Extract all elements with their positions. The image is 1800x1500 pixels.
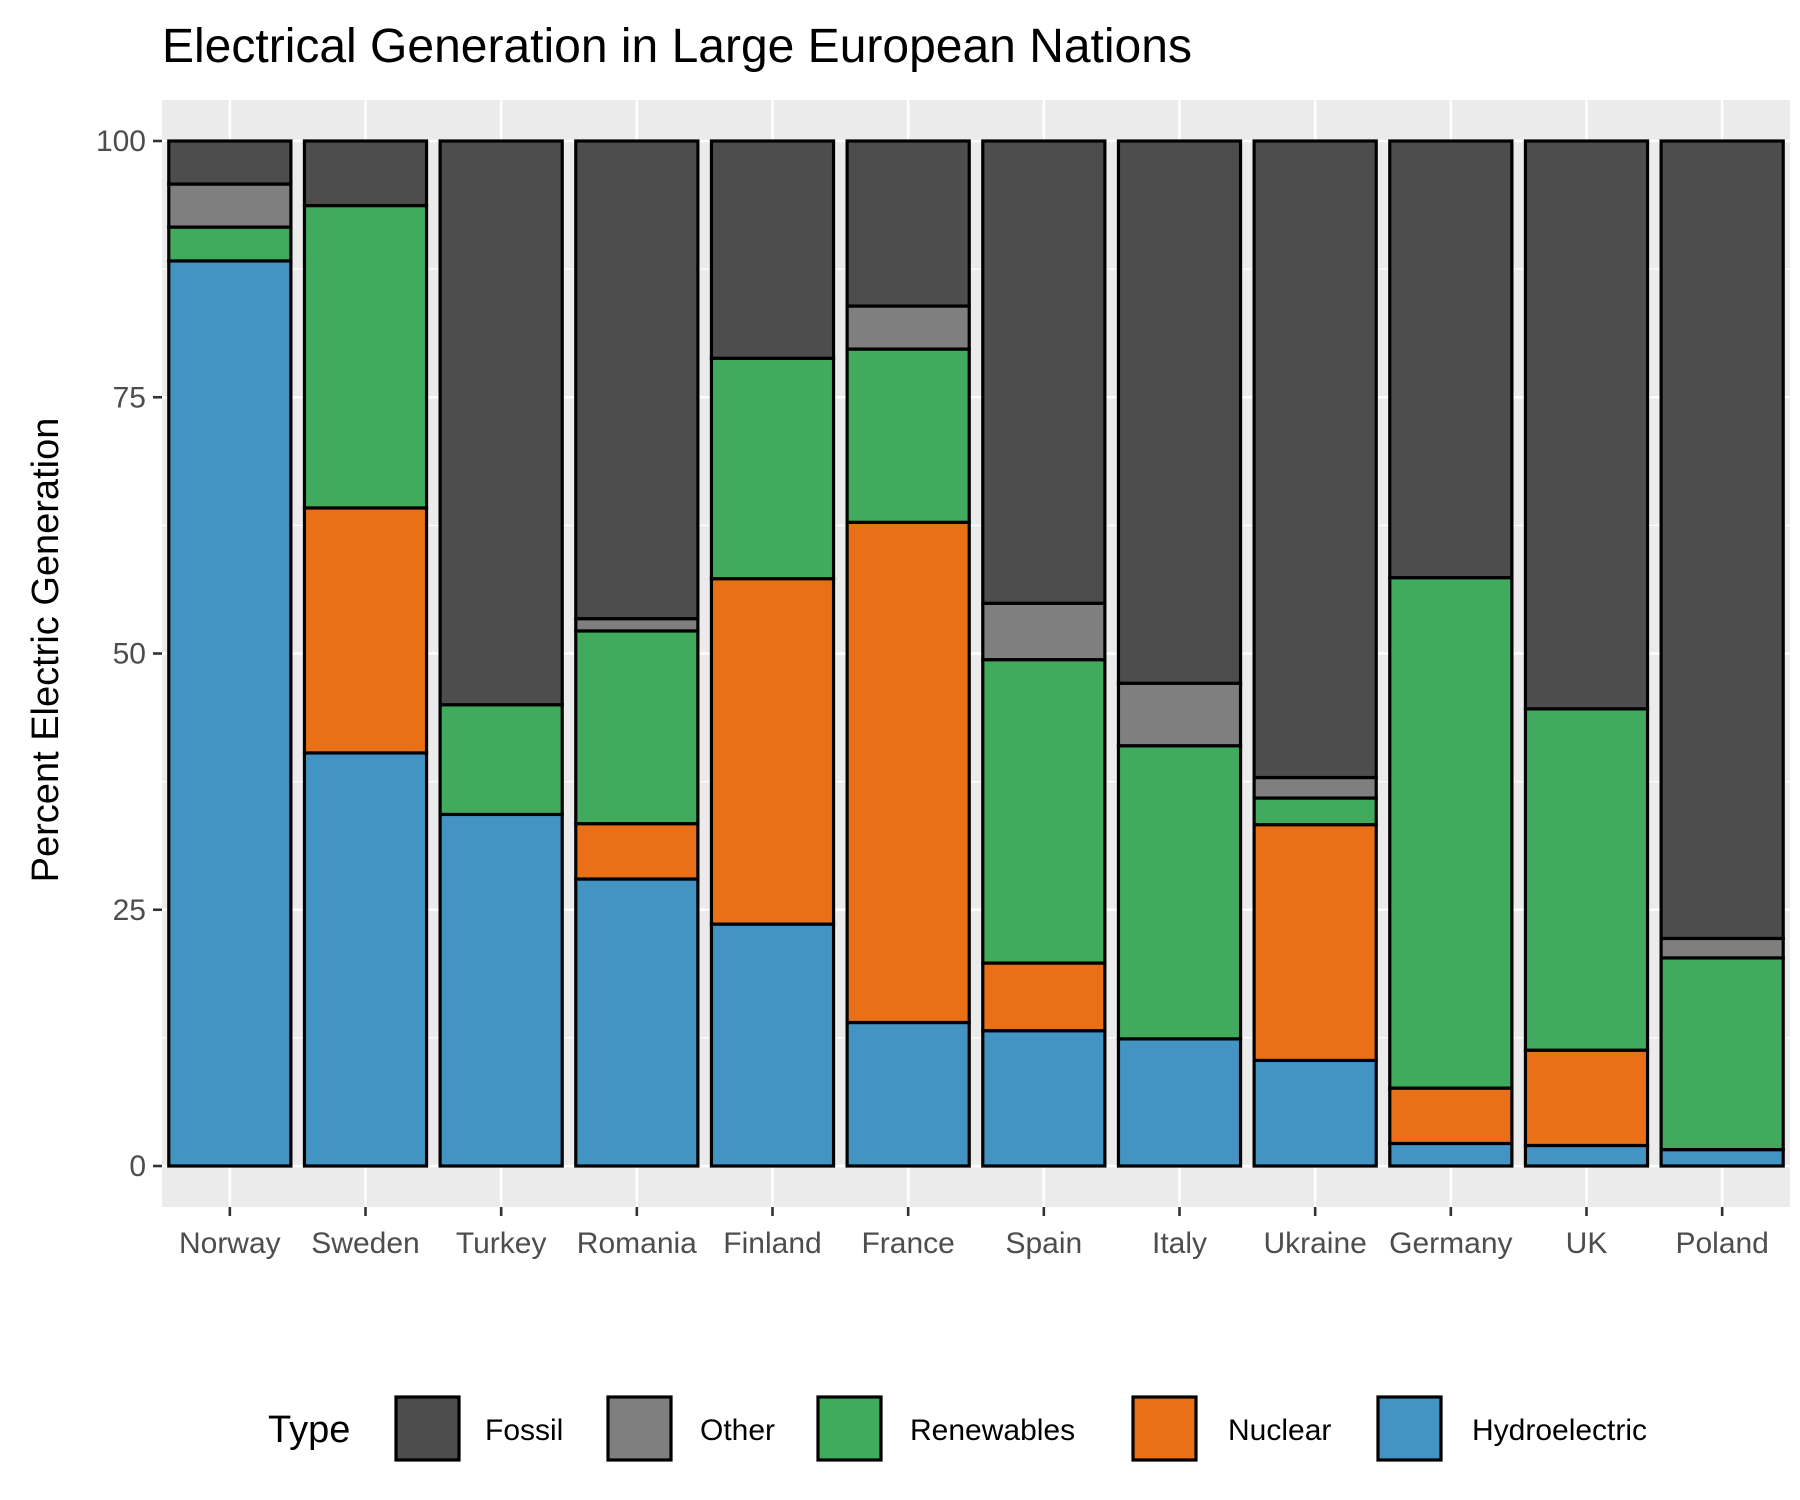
- bar-ukraine-renewables: [1252, 796, 1378, 827]
- bar-spain-nuclear: [981, 961, 1107, 1033]
- x-tick-label-spain: Spain: [1005, 1227, 1082, 1260]
- bar-uk-hydroelectric: [1523, 1143, 1650, 1168]
- bar-norway-fossil: [167, 139, 293, 186]
- bar-romania-fossil: [574, 139, 700, 621]
- bar-poland-other: [1659, 936, 1785, 960]
- legend-title: Type: [268, 1409, 350, 1451]
- bar-finland-hydroelectric: [709, 922, 836, 1168]
- bar-france-fossil: [845, 139, 971, 308]
- bar-italy-renewables: [1116, 744, 1243, 1041]
- bars: [167, 139, 1785, 1168]
- legend-key-nuclear: [1131, 1395, 1198, 1462]
- bar-poland-hydroelectric: [1659, 1147, 1785, 1168]
- bar-turkey-fossil: [438, 139, 564, 707]
- bar-france-hydroelectric: [845, 1020, 971, 1168]
- bar-germany-nuclear: [1388, 1086, 1514, 1146]
- legend-label-other: Other: [700, 1414, 775, 1447]
- bar-spain-fossil: [981, 139, 1107, 605]
- bar-sweden-nuclear: [302, 506, 429, 755]
- chart-title: Electrical Generation in Large European …: [162, 20, 1192, 73]
- bar-france-other: [845, 304, 971, 351]
- y-axis: 0 25 50 75 100: [96, 125, 162, 1183]
- legend-label-fossil: Fossil: [485, 1414, 563, 1447]
- x-tick-label-turkey: Turkey: [456, 1227, 547, 1260]
- bar-sweden-renewables: [302, 203, 429, 510]
- legend-key-renewables: [816, 1395, 883, 1462]
- bar-norway-renewables: [167, 225, 293, 263]
- x-tick-label-sweden: Sweden: [311, 1227, 419, 1260]
- x-tick-label-romania: Romania: [577, 1227, 697, 1260]
- y-tick-label: 25: [113, 894, 146, 927]
- bar-italy-hydroelectric: [1116, 1037, 1243, 1168]
- bar-finland-nuclear: [709, 577, 836, 926]
- x-tick-label-france: France: [861, 1227, 954, 1260]
- x-tick-label-germany: Germany: [1389, 1227, 1512, 1260]
- bar-uk-fossil: [1523, 139, 1650, 711]
- bar-france-renewables: [845, 347, 971, 524]
- bar-romania-hydroelectric: [574, 877, 700, 1168]
- y-tick-label: 50: [113, 638, 146, 671]
- bar-finland-fossil: [709, 139, 836, 360]
- bar-poland-fossil: [1659, 139, 1785, 941]
- bar-italy-fossil: [1116, 139, 1243, 685]
- bar-italy-other: [1116, 681, 1243, 748]
- y-tick-label: 0: [129, 1150, 146, 1183]
- bar-turkey-hydroelectric: [438, 812, 564, 1168]
- bar-france-nuclear: [845, 520, 971, 1025]
- legend-key-hydroelectric: [1376, 1395, 1443, 1462]
- bar-ukraine-nuclear: [1252, 823, 1378, 1063]
- bar-romania-other: [574, 617, 700, 633]
- legend: Type Fossil Other Renewables Nuclear Hydroel…: [268, 1395, 1647, 1462]
- bar-romania-renewables: [574, 629, 700, 826]
- x-tick-label-uk: UK: [1566, 1227, 1608, 1260]
- y-axis-label: Percent Electric Generation: [25, 418, 67, 883]
- bar-germany-hydroelectric: [1388, 1141, 1514, 1168]
- x-tick-label-norway: Norway: [179, 1227, 281, 1260]
- bar-uk-renewables: [1523, 707, 1650, 1052]
- bar-ukraine-other: [1252, 775, 1378, 800]
- y-tick-label: 75: [113, 381, 146, 414]
- bar-germany-renewables: [1388, 576, 1514, 1090]
- legend-label-renewables: Renewables: [910, 1414, 1075, 1447]
- bar-sweden-fossil: [302, 139, 429, 208]
- bar-ukraine-fossil: [1252, 139, 1378, 780]
- x-tick-label-ukraine: Ukraine: [1263, 1227, 1366, 1260]
- bar-norway-other: [167, 182, 293, 229]
- legend-key-fossil: [394, 1395, 461, 1462]
- bar-uk-nuclear: [1523, 1048, 1650, 1148]
- bar-finland-renewables: [709, 356, 836, 581]
- bar-ukraine-hydroelectric: [1252, 1058, 1378, 1168]
- y-tick-label: 100: [96, 125, 146, 158]
- x-tick-label-finland: Finland: [723, 1227, 821, 1260]
- bar-spain-hydroelectric: [981, 1029, 1107, 1168]
- bar-turkey-renewables: [438, 703, 564, 817]
- bar-germany-fossil: [1388, 139, 1514, 580]
- bar-sweden-hydroelectric: [302, 751, 429, 1168]
- x-tick-label-poland: Poland: [1675, 1227, 1768, 1260]
- x-tick-label-italy: Italy: [1152, 1227, 1207, 1260]
- legend-label-nuclear: Nuclear: [1228, 1414, 1331, 1447]
- bar-spain-renewables: [981, 658, 1107, 965]
- bar-norway-hydroelectric: [167, 259, 293, 1168]
- legend-key-other: [606, 1395, 673, 1462]
- x-axis: Norway Sweden Turkey Romania Finland France Sp…: [179, 1207, 1769, 1260]
- bar-poland-renewables: [1659, 956, 1785, 1152]
- bar-spain-other: [981, 601, 1107, 662]
- legend-label-hydroelectric: Hydroelectric: [1472, 1414, 1647, 1447]
- bar-romania-nuclear: [574, 822, 700, 881]
